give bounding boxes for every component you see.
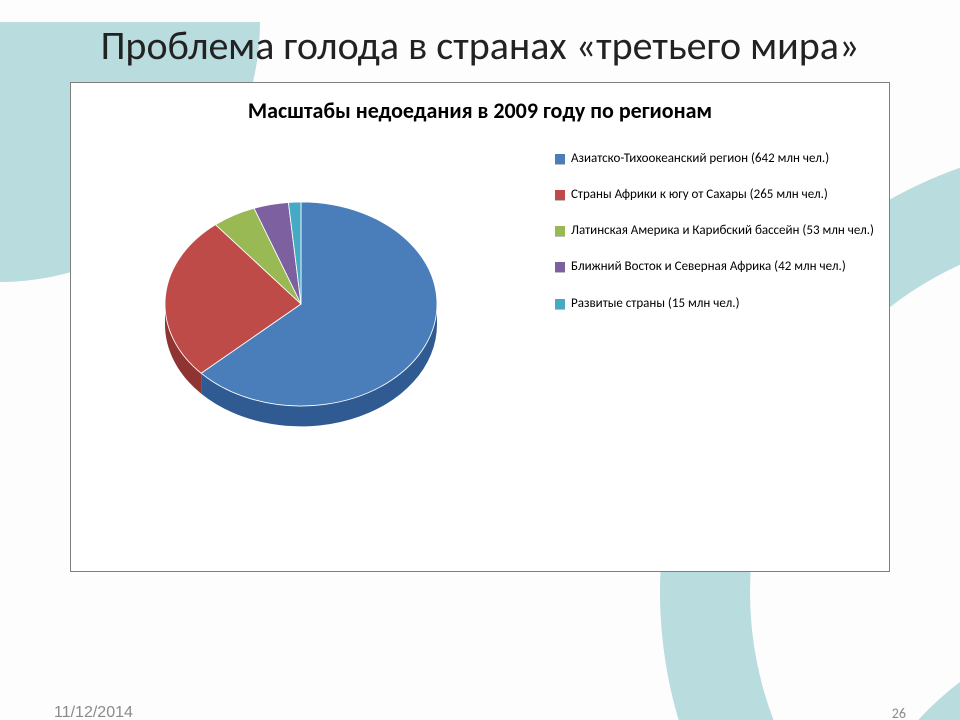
legend-item: Страны Африки к югу от Сахары (265 млн ч… [555,187,877,203]
legend-swatch [555,226,565,236]
legend-swatch [555,190,565,200]
legend-label: Азиатско-Тихоокеанский регион (642 млн ч… [571,151,829,167]
pie-chart [131,151,471,491]
chart-legend: Азиатско-Тихоокеанский регион (642 млн ч… [551,131,889,529]
legend-label: Страны Африки к югу от Сахары (265 млн ч… [571,187,828,203]
chart-title: Масштабы недоедания в 2009 году по регио… [71,83,889,131]
chart-frame: Масштабы недоедания в 2009 году по регио… [70,82,890,572]
footer-page: 26 [892,705,906,720]
legend-item: Азиатско-Тихоокеанский регион (642 млн ч… [555,151,877,167]
slide-title: Проблема голода в странах «третьего мира… [0,22,960,70]
legend-swatch [555,262,565,272]
legend-item: Развитые страны (15 млн чел.) [555,296,877,312]
legend-item: Латинская Америка и Карибский бассейн (5… [555,223,877,239]
chart-body: Азиатско-Тихоокеанский регион (642 млн ч… [71,131,889,529]
legend-item: Ближний Восток и Северная Африка (42 млн… [555,259,877,275]
legend-label: Латинская Америка и Карибский бассейн (5… [571,223,874,239]
legend-label: Развитые страны (15 млн чел.) [571,296,740,312]
footer-date: 11/12/2014 [54,704,133,720]
legend-label: Ближний Восток и Северная Африка (42 млн… [571,259,846,275]
pie-area [71,131,551,529]
legend-swatch [555,299,565,309]
legend-swatch [555,154,565,164]
